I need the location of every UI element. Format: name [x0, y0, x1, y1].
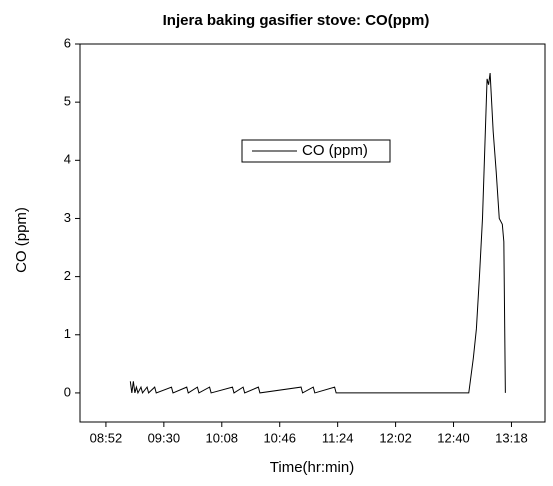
x-tick-label: 09:30 [148, 430, 181, 445]
x-tick-label: 10:08 [206, 430, 239, 445]
y-tick-label: 0 [64, 384, 71, 399]
x-tick-label: 13:18 [495, 430, 528, 445]
data-line [129, 73, 506, 395]
legend-box [241, 139, 391, 163]
y-tick-label: 6 [64, 35, 71, 50]
x-tick-label: 10:46 [263, 430, 296, 445]
chart-title: Injera baking gasifier stove: CO(ppm) [163, 12, 430, 29]
y-tick-label: 3 [64, 210, 71, 225]
legend-label: CO (ppm) [302, 142, 368, 159]
y-tick-label: 1 [64, 326, 71, 341]
y-axis-label: CO (ppm) [13, 207, 30, 273]
x-axis-label: Time(hr:min) [270, 459, 354, 476]
x-tick-label: 12:40 [437, 430, 470, 445]
x-tick-label: 11:24 [322, 430, 354, 445]
y-tick-label: 5 [64, 94, 71, 109]
y-tick-label: 2 [64, 268, 71, 283]
plot-frame [79, 43, 546, 423]
x-tick-label: 12:02 [379, 430, 412, 445]
y-tick-label: 4 [64, 152, 71, 167]
x-tick-label: 08:52 [90, 430, 123, 445]
